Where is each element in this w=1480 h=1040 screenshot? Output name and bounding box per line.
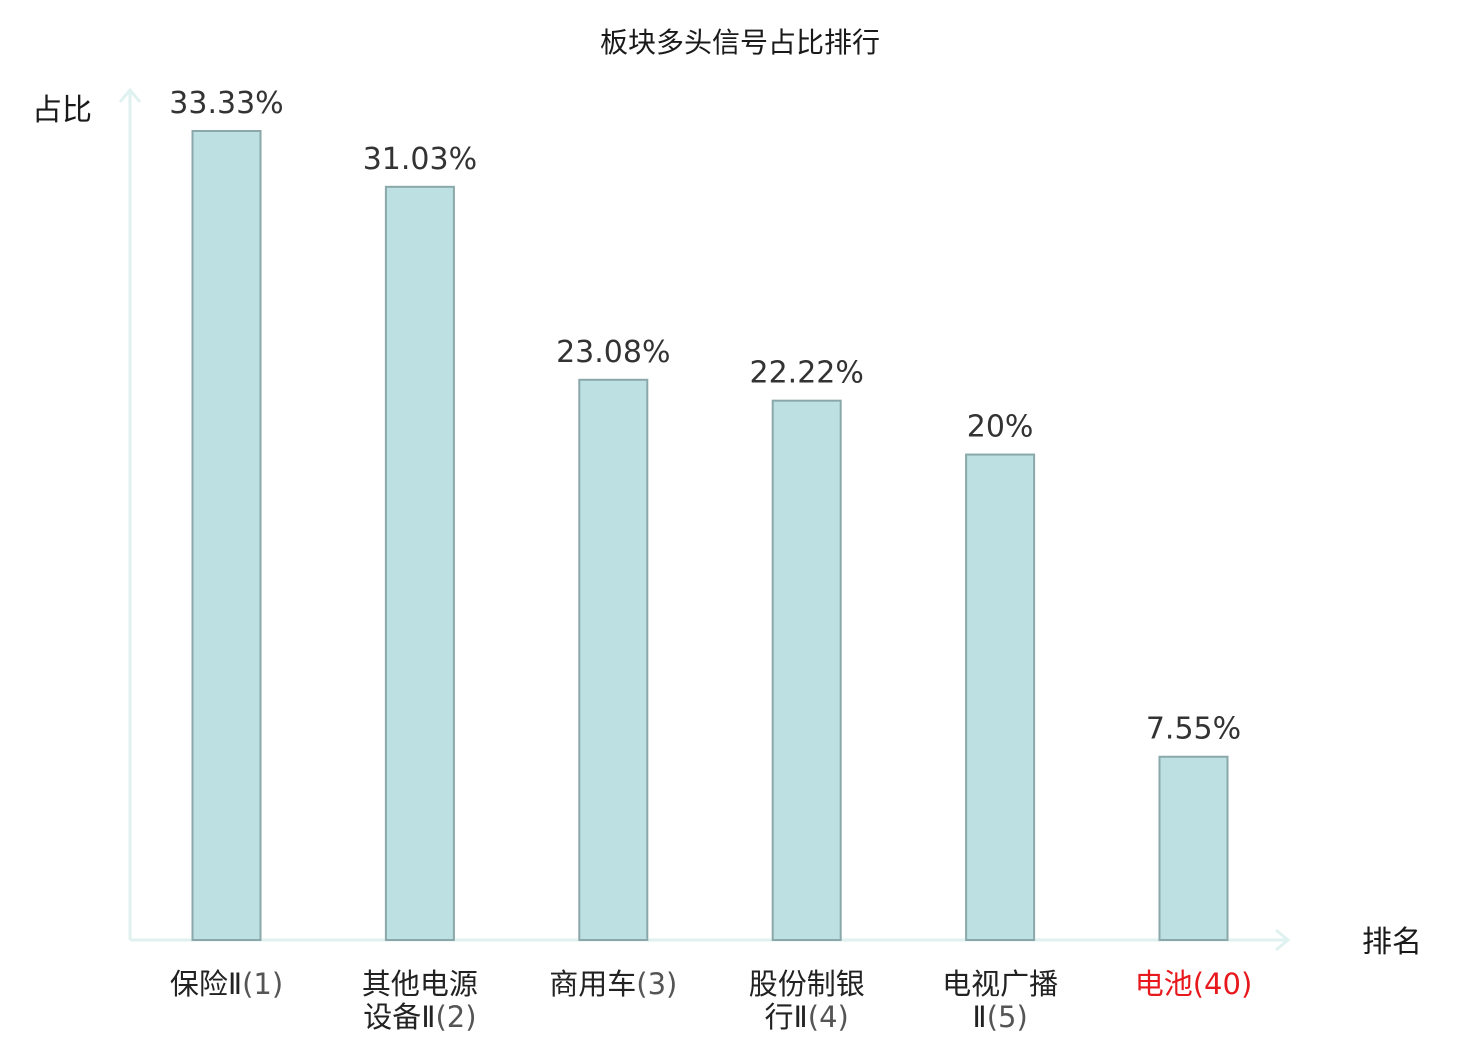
category-label: 商用车(3) (549, 967, 677, 1001)
category-label-line: Ⅱ (972, 1000, 986, 1034)
category-label: 电视广播 Ⅱ(5) (942, 967, 1058, 1034)
x-axis-label: 排名 (1362, 925, 1422, 960)
x-axis-arrow (1275, 928, 1291, 952)
category-label-line: 电视广播 (942, 967, 1058, 1001)
category-rank: (4) (808, 1000, 849, 1034)
category-label-line: 电池 (1135, 967, 1193, 1001)
chart-title: 板块多头信号占比排行 (600, 26, 880, 59)
y-axis-label: 占比 (32, 93, 92, 128)
category-label-line: 商用车 (549, 967, 636, 1001)
category-label-line: 其他电源 (362, 967, 478, 1001)
category-label-line: 保险Ⅱ (170, 967, 242, 1001)
bar (1158, 755, 1229, 941)
axes (118, 87, 1291, 952)
value-label: 7.55% (1146, 712, 1241, 747)
bar (191, 130, 262, 941)
bar (771, 399, 842, 941)
value-labels: 33.33% 31.03% 23.08% 22.22% 20% 7.55% (169, 86, 1241, 747)
category-label-line: 股份制银 (749, 967, 865, 1001)
value-label: 20% (967, 410, 1034, 445)
bar (578, 378, 649, 942)
category-label: 其他电源设备Ⅱ(2) (362, 967, 478, 1034)
category-label: 股份制银行Ⅱ(4) (749, 967, 865, 1034)
category-rank: (5) (987, 1000, 1028, 1034)
category-label: 电池(40) (1135, 967, 1253, 1001)
category-label-line: 设备Ⅱ (363, 1000, 435, 1034)
bar (965, 453, 1036, 941)
category-rank: (40) (1193, 967, 1253, 1001)
value-label: 22.22% (750, 356, 864, 391)
category-label-line: 行Ⅱ (765, 1000, 808, 1034)
value-label: 33.33% (169, 86, 283, 121)
category-rank: (1) (242, 967, 283, 1001)
value-label: 23.08% (556, 335, 670, 370)
category-labels: 保险Ⅱ(1) 其他电源设备Ⅱ(2)商用车(3) 股份制银行Ⅱ(4)电视广播 Ⅱ(5)电… (170, 967, 1252, 1034)
value-label: 31.03% (363, 142, 477, 177)
category-rank: (2) (435, 1000, 476, 1034)
category-label: 保险Ⅱ(1) (170, 967, 283, 1001)
bar (384, 185, 455, 941)
y-axis-arrow (118, 87, 142, 103)
bars (191, 130, 1229, 942)
category-rank: (3) (636, 967, 677, 1001)
